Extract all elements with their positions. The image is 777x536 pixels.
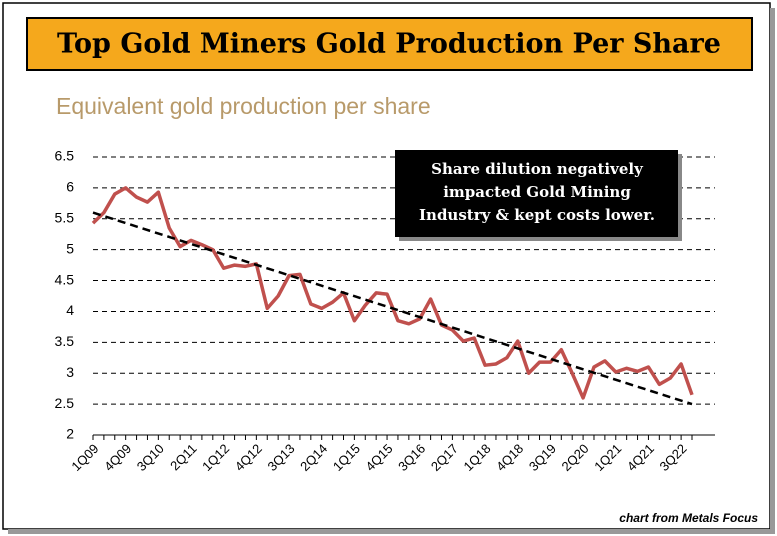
title-box [26, 17, 753, 71]
y-tick-label: 2.5 [55, 395, 75, 411]
y-tick-label: 6.5 [55, 148, 75, 164]
shadow [8, 529, 775, 534]
shadow [770, 8, 775, 532]
y-tick-label: 3.5 [55, 333, 75, 349]
y-tick-label: 5.5 [55, 209, 75, 225]
chart-title: Top Gold Miners Gold Production Per Shar… [57, 29, 721, 60]
annotation-box [395, 150, 678, 237]
source: chart from Metals Focus [619, 511, 758, 525]
y-tick-label: 4.5 [55, 271, 75, 287]
y-tick-label: 2 [66, 426, 74, 442]
y-tick-label: 6 [66, 179, 74, 195]
subtitle: Equivalent gold production per share [56, 93, 431, 119]
trend-line [92, 211, 693, 406]
annotation-text: Share dilution negatively [431, 160, 644, 178]
y-tick-label: 4 [66, 302, 74, 318]
annotation-text: impacted Gold Mining [443, 183, 631, 201]
y-tick-label: 5 [66, 240, 74, 256]
annotation-text: Industry & kept costs lower. [419, 206, 655, 224]
y-tick-label: 3 [66, 364, 74, 380]
frame [2, 2, 771, 530]
